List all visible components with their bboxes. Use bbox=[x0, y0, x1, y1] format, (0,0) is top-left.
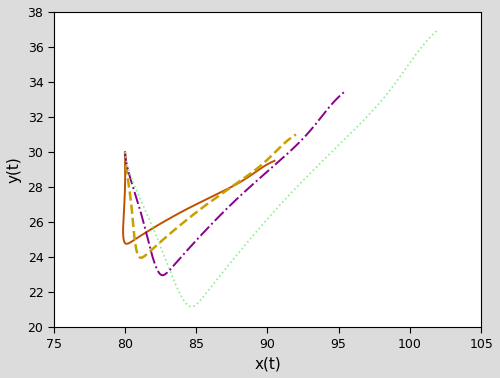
X-axis label: x(t): x(t) bbox=[254, 356, 281, 371]
Y-axis label: y(t): y(t) bbox=[7, 156, 22, 183]
